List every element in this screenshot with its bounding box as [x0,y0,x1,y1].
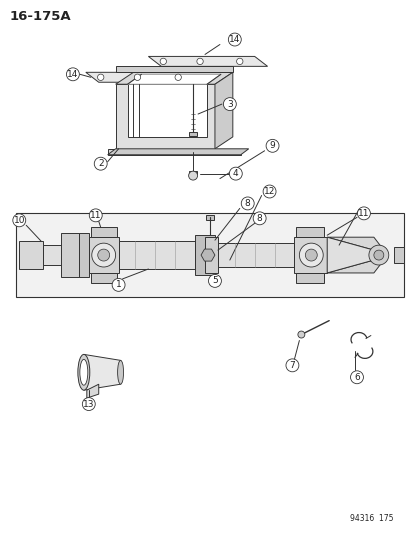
Circle shape [175,74,181,80]
Text: 9: 9 [269,141,275,150]
Text: 16-175A: 16-175A [9,10,71,23]
Circle shape [263,185,275,198]
Circle shape [82,398,95,410]
Text: 6: 6 [353,373,359,382]
Ellipse shape [78,354,90,390]
Polygon shape [43,245,69,265]
Ellipse shape [117,360,123,384]
Text: 94316  175: 94316 175 [349,514,393,523]
Polygon shape [78,233,88,277]
Text: 11: 11 [357,209,369,218]
Circle shape [253,212,266,225]
Polygon shape [115,66,232,72]
Polygon shape [326,260,383,273]
Polygon shape [115,84,214,149]
Circle shape [97,74,104,80]
Text: 13: 13 [83,400,94,409]
Polygon shape [83,354,120,390]
Text: 8: 8 [244,199,250,208]
Circle shape [89,209,102,222]
Text: 11: 11 [90,211,101,220]
Polygon shape [118,241,195,269]
Polygon shape [296,227,323,237]
Circle shape [228,33,241,46]
Circle shape [266,139,278,152]
Polygon shape [195,235,214,275]
Polygon shape [90,273,116,283]
Circle shape [373,250,383,260]
Text: 2: 2 [97,159,103,168]
Polygon shape [189,132,197,136]
Circle shape [94,157,107,170]
Circle shape [368,245,388,265]
Circle shape [236,58,242,64]
Circle shape [92,243,115,267]
Circle shape [188,171,197,180]
Polygon shape [148,56,267,66]
Circle shape [299,243,323,267]
Circle shape [285,359,298,372]
Text: 14: 14 [228,35,240,44]
Text: 7: 7 [289,361,294,370]
Text: 14: 14 [67,70,78,79]
Polygon shape [87,384,98,398]
Circle shape [97,249,109,261]
Polygon shape [201,249,214,261]
Circle shape [350,371,363,384]
Circle shape [197,58,203,64]
Polygon shape [393,247,403,263]
Polygon shape [206,215,214,220]
Circle shape [66,68,79,81]
Polygon shape [204,237,217,273]
Polygon shape [90,227,116,237]
Polygon shape [294,237,326,273]
Polygon shape [16,213,403,297]
Polygon shape [326,237,373,273]
Text: 4: 4 [233,169,238,178]
Polygon shape [127,74,221,84]
Text: 8: 8 [256,214,262,223]
Text: 3: 3 [226,100,232,109]
Circle shape [229,167,242,180]
Text: 1: 1 [116,280,121,289]
Polygon shape [115,72,232,84]
Circle shape [112,278,125,292]
Polygon shape [127,84,206,137]
Circle shape [208,274,221,287]
Polygon shape [296,273,323,283]
Ellipse shape [80,359,88,385]
Polygon shape [217,243,294,267]
Polygon shape [107,149,248,155]
Text: 10: 10 [14,216,25,225]
Circle shape [160,58,166,64]
Circle shape [223,98,236,110]
Polygon shape [88,237,118,273]
Circle shape [241,197,254,210]
Polygon shape [214,72,232,149]
Circle shape [356,207,370,220]
Text: 5: 5 [211,277,217,285]
Polygon shape [107,149,240,155]
Polygon shape [61,233,78,277]
Circle shape [305,249,316,261]
Circle shape [134,74,140,80]
Polygon shape [85,72,204,82]
Polygon shape [326,237,383,250]
Polygon shape [189,171,197,174]
Polygon shape [19,241,43,269]
Circle shape [13,214,26,227]
Text: 12: 12 [263,187,275,196]
Circle shape [297,331,304,338]
